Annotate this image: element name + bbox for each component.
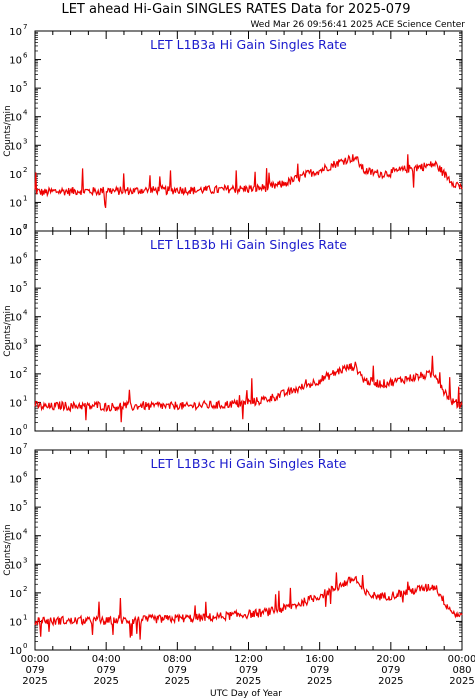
y-tick-exponent: 0 bbox=[23, 223, 27, 231]
y-axis-label: Counts/min bbox=[3, 305, 13, 356]
y-axis-label: Counts/min bbox=[3, 524, 13, 575]
panel-title: LET L1B3a Hi Gain Singles Rate bbox=[150, 37, 347, 52]
x-tick-label: 2025 bbox=[93, 676, 118, 687]
y-tick-label: 10 bbox=[9, 341, 22, 352]
x-tick-label: 00:00 bbox=[448, 654, 475, 665]
y-tick-label: 10 bbox=[9, 84, 22, 95]
x-tick-label: 08:00 bbox=[163, 654, 192, 665]
y-tick-exponent: 0 bbox=[23, 423, 27, 431]
y-tick-label: 10 bbox=[9, 313, 22, 324]
x-tick-label: 079 bbox=[239, 665, 258, 676]
y-tick-label: 10 bbox=[9, 475, 22, 486]
x-tick-label: 20:00 bbox=[376, 654, 405, 665]
y-tick-exponent: 1 bbox=[23, 613, 27, 621]
y-tick-label: 10 bbox=[9, 198, 22, 209]
y-tick-label: 10 bbox=[9, 113, 22, 124]
y-tick-exponent: 4 bbox=[23, 528, 28, 536]
y-tick-label: 10 bbox=[9, 56, 22, 67]
y-tick-exponent: 6 bbox=[23, 52, 28, 60]
y-tick-label: 10 bbox=[9, 617, 22, 628]
y-tick-exponent: 0 bbox=[23, 642, 27, 650]
y-tick-label: 10 bbox=[9, 227, 22, 238]
y-tick-exponent: 6 bbox=[23, 252, 28, 260]
y-tick-label: 10 bbox=[9, 398, 22, 409]
x-tick-label: 2025 bbox=[22, 676, 47, 687]
y-tick-label: 10 bbox=[9, 503, 22, 514]
y-tick-exponent: 1 bbox=[23, 394, 27, 402]
x-tick-label: 2025 bbox=[307, 676, 332, 687]
y-tick-label: 10 bbox=[9, 170, 22, 181]
x-tick-label: 2025 bbox=[449, 676, 474, 687]
x-tick-label: 2025 bbox=[165, 676, 190, 687]
y-tick-exponent: 2 bbox=[23, 366, 27, 374]
series-line bbox=[34, 355, 463, 423]
y-tick-label: 10 bbox=[9, 370, 22, 381]
y-tick-label: 10 bbox=[9, 227, 22, 238]
y-tick-label: 10 bbox=[9, 446, 22, 457]
series-line bbox=[34, 154, 463, 209]
y-tick-exponent: 4 bbox=[23, 109, 28, 117]
panel-title: LET L1B3b Hi Gain Singles Rate bbox=[150, 237, 347, 252]
figure-title: LET ahead Hi-Gain SINGLES RATES Data for… bbox=[61, 2, 410, 17]
y-axis-label: Counts/min bbox=[3, 105, 13, 156]
y-tick-exponent: 1 bbox=[23, 194, 27, 202]
y-tick-exponent: 5 bbox=[23, 499, 27, 507]
y-tick-exponent: 7 bbox=[23, 23, 27, 31]
x-tick-label: 079 bbox=[310, 665, 329, 676]
timestamp: Wed Mar 26 09:56:41 2025 ACE Science Cen… bbox=[250, 20, 465, 30]
y-tick-label: 10 bbox=[9, 256, 22, 267]
y-tick-exponent: 3 bbox=[23, 556, 27, 564]
y-tick-exponent: 2 bbox=[23, 166, 27, 174]
y-tick-exponent: 2 bbox=[23, 585, 27, 593]
y-tick-label: 10 bbox=[9, 427, 22, 438]
x-tick-label: 12:00 bbox=[234, 654, 263, 665]
x-tick-label: 2025 bbox=[236, 676, 261, 687]
y-tick-exponent: 7 bbox=[23, 442, 27, 450]
y-tick-exponent: 3 bbox=[23, 337, 27, 345]
y-tick-label: 10 bbox=[9, 532, 22, 543]
x-tick-label: 00:00 bbox=[21, 654, 50, 665]
x-tick-label: 16:00 bbox=[305, 654, 334, 665]
x-tick-label: 080 bbox=[452, 665, 471, 676]
y-tick-exponent: 5 bbox=[23, 80, 27, 88]
x-tick-label: 079 bbox=[168, 665, 187, 676]
x-tick-label: 079 bbox=[97, 665, 116, 676]
y-tick-label: 10 bbox=[9, 560, 22, 571]
x-tick-label: 079 bbox=[381, 665, 400, 676]
y-tick-label: 10 bbox=[9, 141, 22, 152]
y-tick-exponent: 6 bbox=[23, 471, 28, 479]
series-line bbox=[34, 572, 463, 640]
y-tick-label: 10 bbox=[9, 27, 22, 38]
panel-title: LET L1B3c Hi Gain Singles Rate bbox=[151, 456, 347, 471]
y-tick-exponent: 3 bbox=[23, 137, 27, 145]
x-tick-label: 079 bbox=[25, 665, 44, 676]
y-tick-label: 10 bbox=[9, 646, 22, 657]
x-tick-label: 04:00 bbox=[92, 654, 121, 665]
x-tick-label: 2025 bbox=[378, 676, 403, 687]
y-tick-exponent: 5 bbox=[23, 280, 27, 288]
y-tick-label: 10 bbox=[9, 284, 22, 295]
y-tick-exponent: 7 bbox=[23, 223, 27, 231]
y-tick-label: 10 bbox=[9, 589, 22, 600]
y-tick-exponent: 4 bbox=[23, 309, 28, 317]
x-axis-label: UTC Day of Year bbox=[210, 689, 282, 699]
